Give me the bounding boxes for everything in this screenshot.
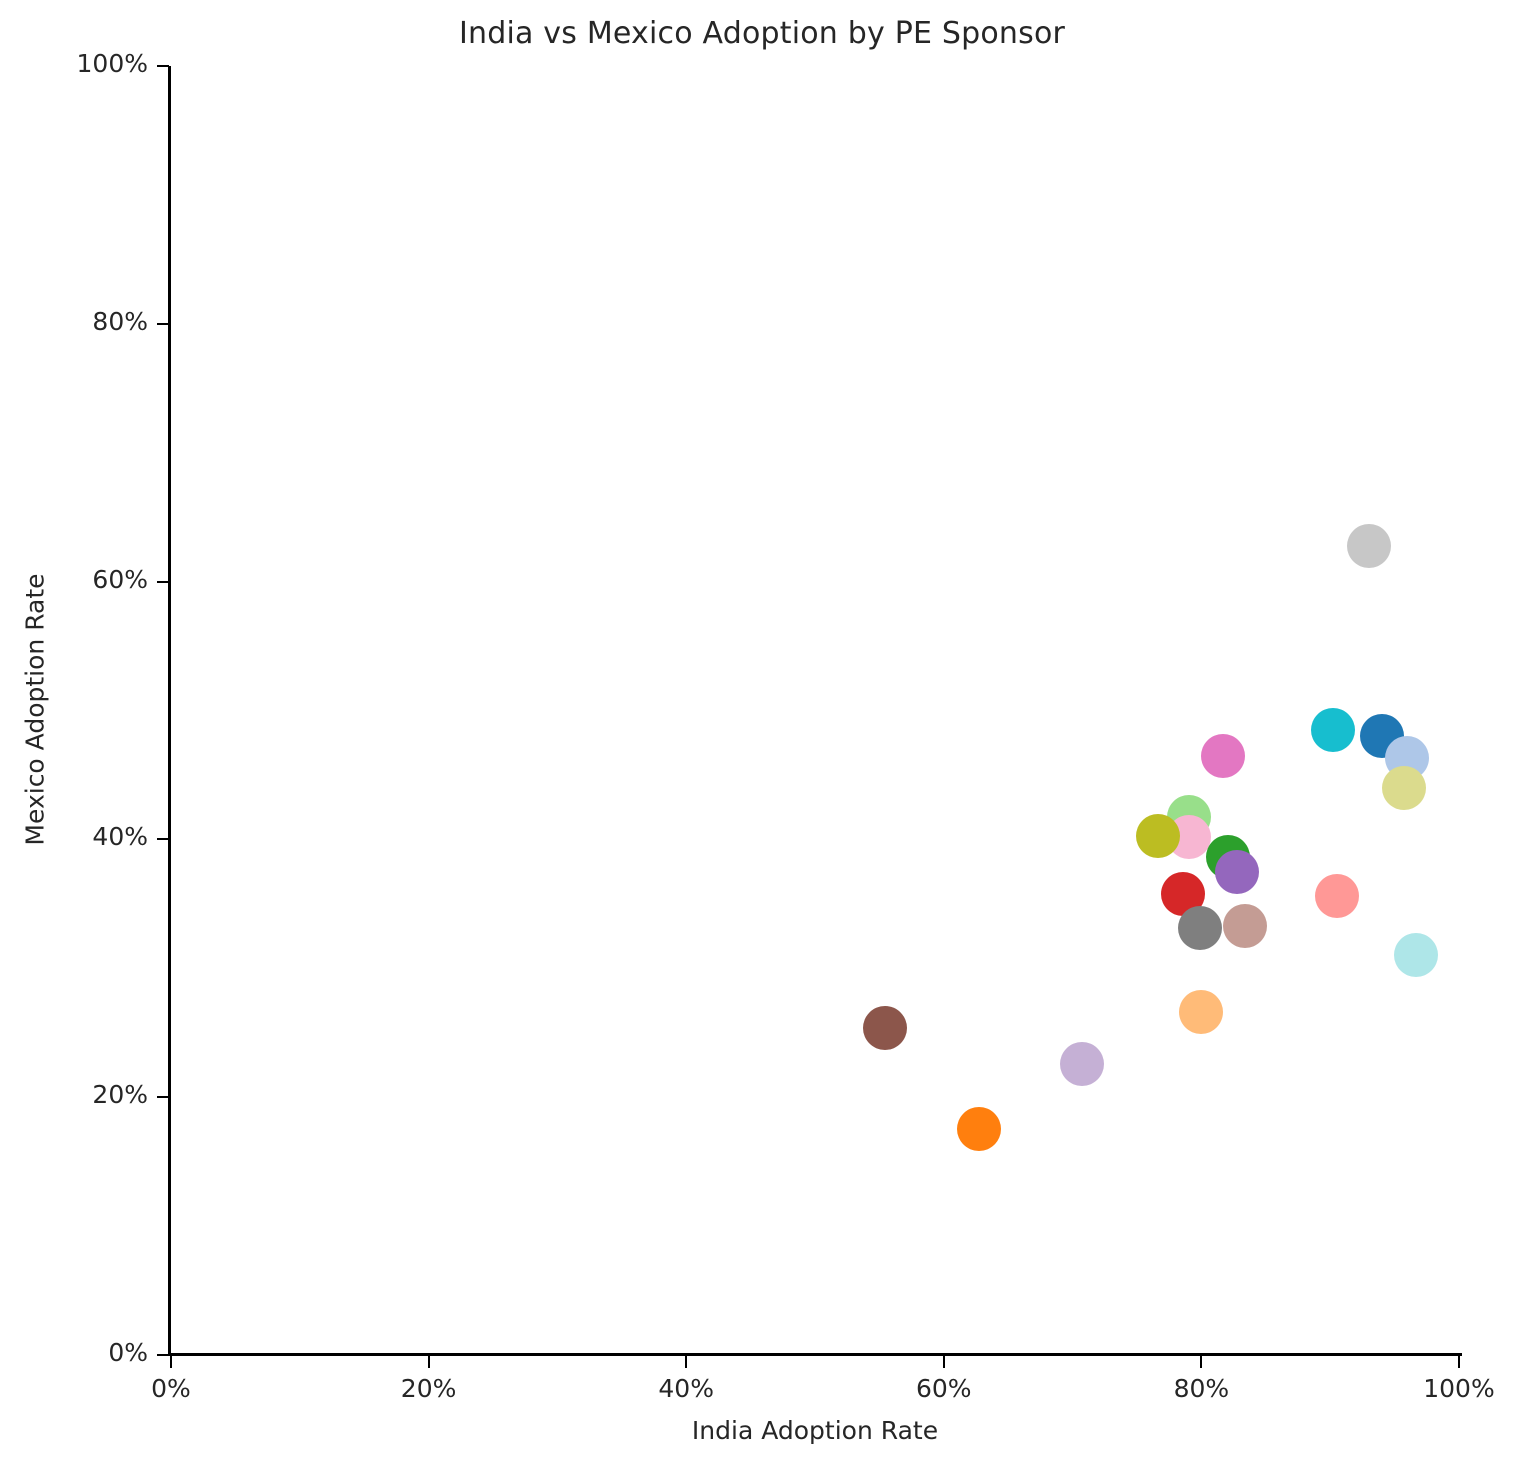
- x-tick-mark: [942, 1356, 945, 1368]
- scatter-point[interactable]: [862, 1005, 907, 1050]
- scatter-point[interactable]: [956, 1107, 1001, 1152]
- scatter-plot-area: [171, 66, 1459, 1355]
- scatter-point[interactable]: [1215, 849, 1260, 894]
- x-tick-label: 60%: [916, 1374, 972, 1403]
- scatter-point[interactable]: [1178, 906, 1223, 951]
- y-tick-label: 40%: [92, 822, 148, 852]
- scatter-point[interactable]: [1314, 874, 1359, 919]
- x-tick-mark: [427, 1356, 430, 1368]
- x-axis-spine: [171, 1353, 1462, 1356]
- x-tick-label: 0%: [151, 1374, 191, 1403]
- x-tick-label: 100%: [1423, 1374, 1495, 1403]
- y-tick-mark: [157, 1096, 169, 1099]
- page-title: India vs Mexico Adoption by PE Sponsor: [458, 16, 1066, 51]
- x-axis-label: India Adoption Rate: [691, 1416, 939, 1445]
- scatter-point[interactable]: [1310, 707, 1355, 752]
- scatter-point[interactable]: [1394, 933, 1439, 978]
- x-tick-label: 20%: [400, 1374, 457, 1403]
- x-tick-label: 80%: [1173, 1374, 1230, 1403]
- y-tick-mark: [157, 580, 169, 583]
- x-tick-mark: [685, 1356, 688, 1368]
- scatter-point[interactable]: [1223, 903, 1268, 948]
- scatter-point[interactable]: [1346, 523, 1391, 568]
- y-tick-label: 20%: [92, 1080, 148, 1110]
- y-tick-label: 0%: [108, 1338, 148, 1367]
- y-tick-mark: [157, 838, 169, 841]
- y-axis-label: Mexico Adoption Rate: [20, 573, 50, 846]
- y-tick-label: 100%: [76, 49, 148, 78]
- x-tick-label: 40%: [658, 1374, 714, 1403]
- scatter-point[interactable]: [1059, 1041, 1104, 1086]
- x-tick-mark: [1200, 1356, 1203, 1368]
- x-tick-mark: [1458, 1356, 1460, 1368]
- scatter-point[interactable]: [1179, 990, 1224, 1035]
- y-tick-mark: [157, 1354, 169, 1356]
- scatter-point[interactable]: [1135, 813, 1180, 858]
- y-tick-mark: [157, 65, 169, 67]
- scatter-point[interactable]: [1201, 733, 1246, 778]
- y-tick-mark: [157, 322, 169, 325]
- y-tick-label: 80%: [92, 306, 148, 336]
- x-tick-mark: [170, 1356, 172, 1368]
- scatter-point[interactable]: [1381, 765, 1426, 810]
- y-tick-label: 60%: [92, 564, 148, 594]
- y-axis-spine: [168, 66, 171, 1356]
